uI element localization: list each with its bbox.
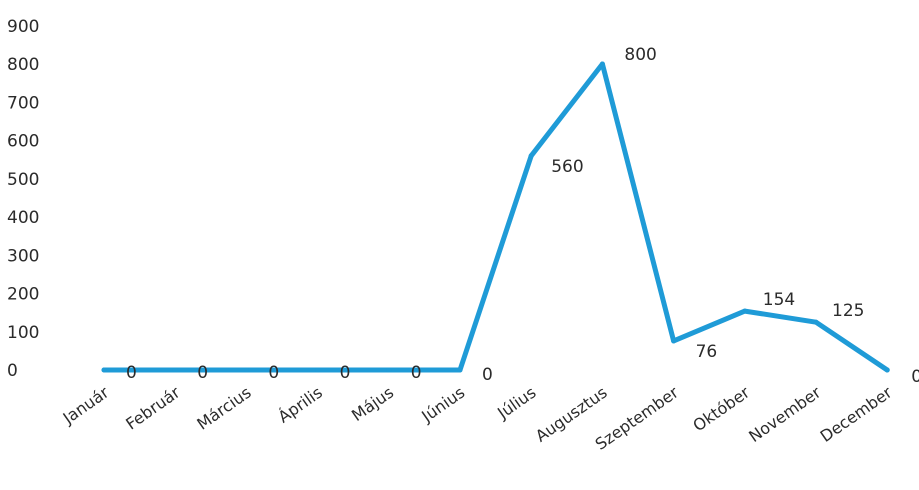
y-tick-label: 0 [7, 361, 18, 381]
x-axis-categories: Január Február Március Április Május Június Jú… [59, 382, 896, 453]
y-tick-label: 400 [7, 208, 39, 228]
y-tick-label: 800 [7, 55, 39, 75]
data-label: 76 [696, 342, 718, 362]
data-point [457, 367, 463, 373]
x-category-label: Január [59, 382, 113, 428]
y-tick-label: 300 [7, 246, 39, 266]
data-label: 0 [197, 363, 208, 383]
x-category-label: November [745, 382, 824, 446]
data-label: 0 [411, 363, 422, 383]
x-category-label: Február [122, 382, 184, 433]
data-label: 0 [911, 367, 919, 387]
y-tick-label: 700 [7, 93, 39, 113]
data-label: 154 [763, 290, 795, 310]
x-category-label: Október [689, 382, 753, 435]
x-category-label: Június [417, 383, 468, 427]
data-point [172, 367, 178, 373]
data-label: 800 [624, 45, 656, 65]
y-tick-label: 600 [7, 132, 39, 152]
data-label: 0 [340, 363, 351, 383]
data-point [599, 61, 605, 67]
y-tick-label: 500 [7, 170, 39, 190]
y-axis-ticks: 0 100 200 300 400 500 600 700 800 900 [7, 17, 39, 381]
data-labels: 0 0 0 0 0 0 560 800 76 154 125 0 [126, 45, 919, 387]
data-point [386, 367, 392, 373]
data-point [884, 367, 890, 373]
data-label: 0 [126, 363, 137, 383]
data-point [315, 367, 321, 373]
data-point [101, 367, 107, 373]
y-tick-label: 900 [7, 17, 39, 37]
x-category-label: Május [348, 383, 397, 425]
x-category-label: Július [493, 383, 539, 423]
y-tick-label: 200 [7, 285, 39, 305]
data-label: 125 [832, 301, 864, 321]
data-label: 0 [482, 365, 493, 385]
data-point [742, 308, 748, 314]
data-point [813, 319, 819, 325]
data-point [243, 367, 249, 373]
data-label: 560 [551, 157, 583, 177]
x-category-label: Március [193, 383, 254, 434]
x-category-label: December [817, 382, 896, 445]
series-lines [101, 61, 890, 373]
y-tick-label: 100 [7, 323, 39, 343]
data-point [671, 338, 677, 344]
series-line [101, 61, 890, 373]
data-label: 0 [268, 363, 279, 383]
data-point [528, 153, 534, 159]
x-category-label: Április [275, 383, 326, 427]
